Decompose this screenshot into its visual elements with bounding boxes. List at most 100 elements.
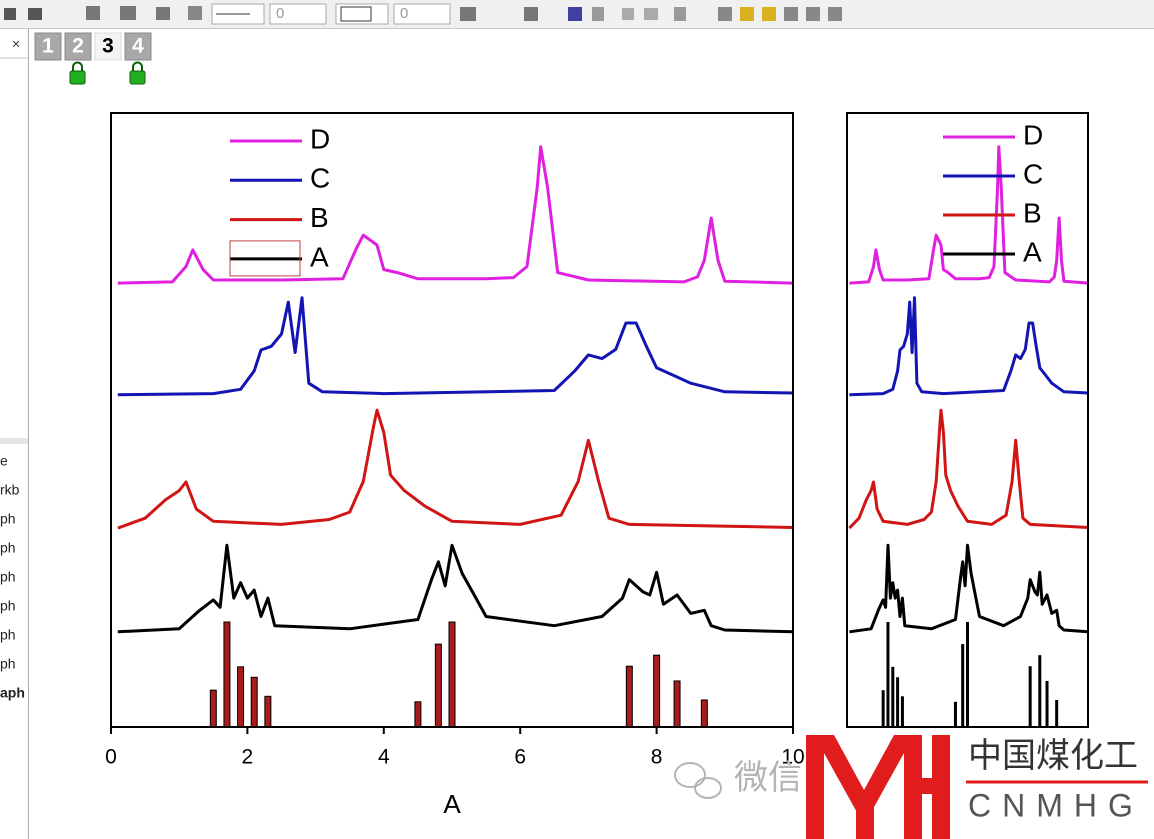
spectrum-line [849,145,1089,285]
stick [966,622,969,727]
x-tick-label: 2 [242,746,254,769]
toolbar-icons [4,3,842,25]
color-swatch [340,6,372,22]
logo-cn: 中国煤化工 [968,737,1138,775]
splitter [0,438,28,444]
stick [250,676,258,728]
tool-button[interactable] [86,6,100,20]
input-field[interactable] [269,3,327,25]
logo-stroke [806,735,922,825]
tool-button[interactable] [4,8,16,20]
legend-label: B [310,202,329,233]
tool-button[interactable] [188,6,202,20]
stick [896,677,900,727]
spectrum-line [849,296,1089,397]
lock-shackle [72,61,83,71]
stick [673,680,681,728]
x-tick-label: 6 [514,746,526,769]
stick [886,622,890,727]
lock-icon [69,70,86,85]
tool-button[interactable] [762,7,776,21]
x-tick-label: 4 [378,746,390,769]
tab[interactable] [124,32,152,61]
sidebar-item[interactable]: e [0,453,8,469]
tool-button[interactable] [622,8,634,20]
lock-shackle [132,61,143,71]
legend-label: A [1023,236,1042,267]
spectrum-line [117,145,794,285]
bubble [694,777,722,799]
tab[interactable] [64,32,92,61]
logo-stroke [806,735,824,839]
sidebar-item[interactable]: rkb [0,482,20,498]
bubble [674,762,706,788]
tab[interactable] [94,32,122,61]
tool-button[interactable] [674,7,686,21]
tool-button[interactable] [156,7,170,20]
x-tick-label: 10 [781,746,804,769]
spectrum-line [117,543,794,634]
tool-button[interactable] [120,6,136,20]
stick [1028,666,1032,727]
lock-icon [129,70,146,85]
tool-button[interactable] [828,7,842,21]
legend-label: A [310,241,329,272]
plot-frame [846,112,1089,728]
input-field[interactable] [393,3,451,25]
wechat-icon [674,762,722,799]
tool-button[interactable] [806,7,820,21]
field-value: 0 [400,5,408,22]
stick [881,690,885,727]
sidebar-item[interactable]: ph [0,540,16,556]
sidebar-item[interactable]: ph [0,511,16,527]
legend-label: C [310,163,330,194]
logo-stroke [904,778,950,794]
stick [237,666,245,728]
tab-label[interactable]: 4 [132,35,144,58]
plot-frame [110,112,794,728]
stick [1038,655,1042,727]
sidebar-list: e rkb ph ph ph ph ph ph aph [0,453,25,701]
stick [700,699,708,728]
logo-en: CNMHG [968,787,1144,823]
sidebar-item[interactable]: ph [0,598,16,614]
close-button[interactable]: × [12,36,20,52]
legend-label: C [1023,158,1043,189]
stick [414,701,422,728]
tool-button[interactable] [740,7,754,21]
spectrum-line [848,408,1089,530]
legend-label: D [1023,119,1043,150]
tool-button[interactable] [460,7,476,21]
tool-button[interactable] [568,7,582,21]
logo-stroke [856,790,874,839]
sidebar-item[interactable]: aph [0,685,25,701]
legend-label: D [310,123,330,154]
stick [1055,699,1059,727]
stick [223,621,231,728]
stick [891,666,895,727]
spectrum-line [117,296,794,397]
sidebar-item[interactable]: ph [0,569,16,585]
lock-icons [69,61,146,85]
tool-button[interactable] [644,8,658,20]
sidebar-item[interactable]: ph [0,656,16,672]
tool-button[interactable] [28,8,42,20]
tab-label[interactable]: 1 [42,35,54,58]
legend-label: B [1023,197,1042,228]
tool-button[interactable] [524,7,538,21]
tool-button[interactable] [592,7,604,21]
x-tick-label: 0 [105,746,117,769]
tab-label[interactable]: 3 [102,35,114,58]
field-value: 0 [276,5,284,22]
sidebar-item[interactable]: ph [0,627,16,643]
tab[interactable] [34,32,62,61]
tool-button[interactable] [718,7,732,21]
tool-button[interactable] [784,7,798,21]
spectrum-line [117,408,794,530]
tab-label[interactable]: 2 [72,35,84,58]
stick [653,654,661,728]
stick [961,644,965,727]
